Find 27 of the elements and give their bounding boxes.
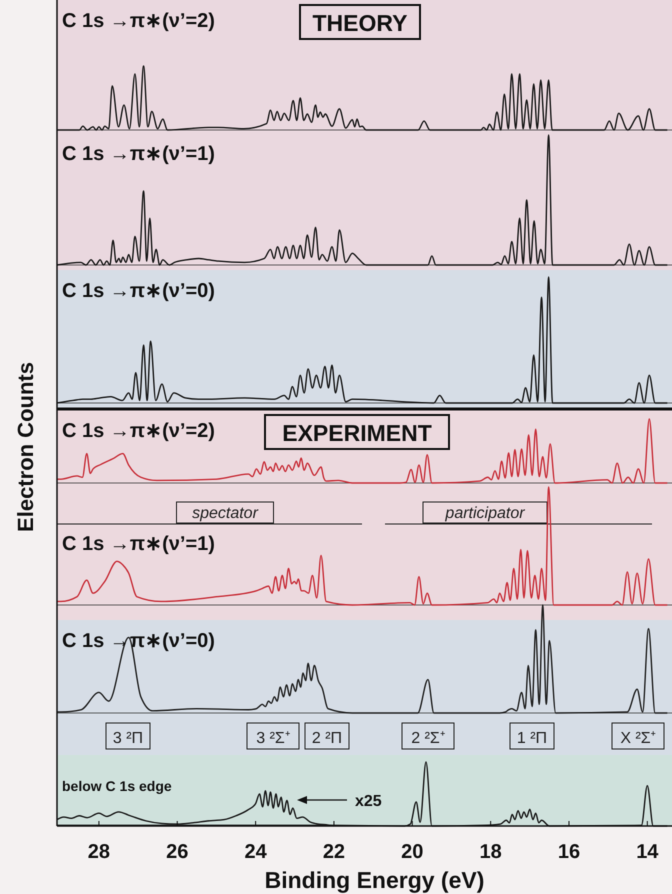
text: X ²Σ⁺: [620, 730, 656, 747]
annotation: EXPERIMENT: [282, 420, 432, 446]
annotation: participator: [444, 505, 526, 522]
text: 2 ²Π: [312, 730, 342, 747]
annotation: x25: [355, 793, 382, 810]
x-tick-label: 16: [558, 841, 580, 863]
text: 3 ²Π: [112, 730, 144, 747]
annotation: spectator: [192, 505, 259, 522]
y-axis-title: Electron Counts: [13, 362, 38, 532]
chart-title: C 1s →π∗(ν’=0): [62, 280, 215, 302]
text: C 1s →π∗(ν’=1): [62, 533, 215, 555]
chart-title: C 1s →π∗(ν’=2): [62, 10, 215, 32]
x-tick-label: 28: [88, 841, 110, 863]
x-tick-label: 26: [166, 841, 188, 863]
text: THEORY: [312, 10, 408, 36]
x-tick-label: 24: [244, 841, 268, 863]
x-tick-label: 18: [480, 841, 502, 863]
x-axis-title: Binding Energy (eV): [264, 867, 484, 893]
x-tick-label: 20: [401, 841, 424, 863]
chart-title: C 1s →π∗(ν’=2): [62, 420, 215, 442]
text: 1 ²Π: [516, 730, 548, 747]
text: 3 ²Σ⁺: [256, 730, 290, 747]
text: 2 ²Σ⁺: [411, 730, 445, 747]
text: below C 1s edge: [62, 778, 172, 794]
x-tick-label: 14: [636, 841, 660, 863]
x-tick-label: 22: [322, 841, 346, 863]
chart-title: C 1s →π∗(ν’=1): [62, 143, 215, 165]
